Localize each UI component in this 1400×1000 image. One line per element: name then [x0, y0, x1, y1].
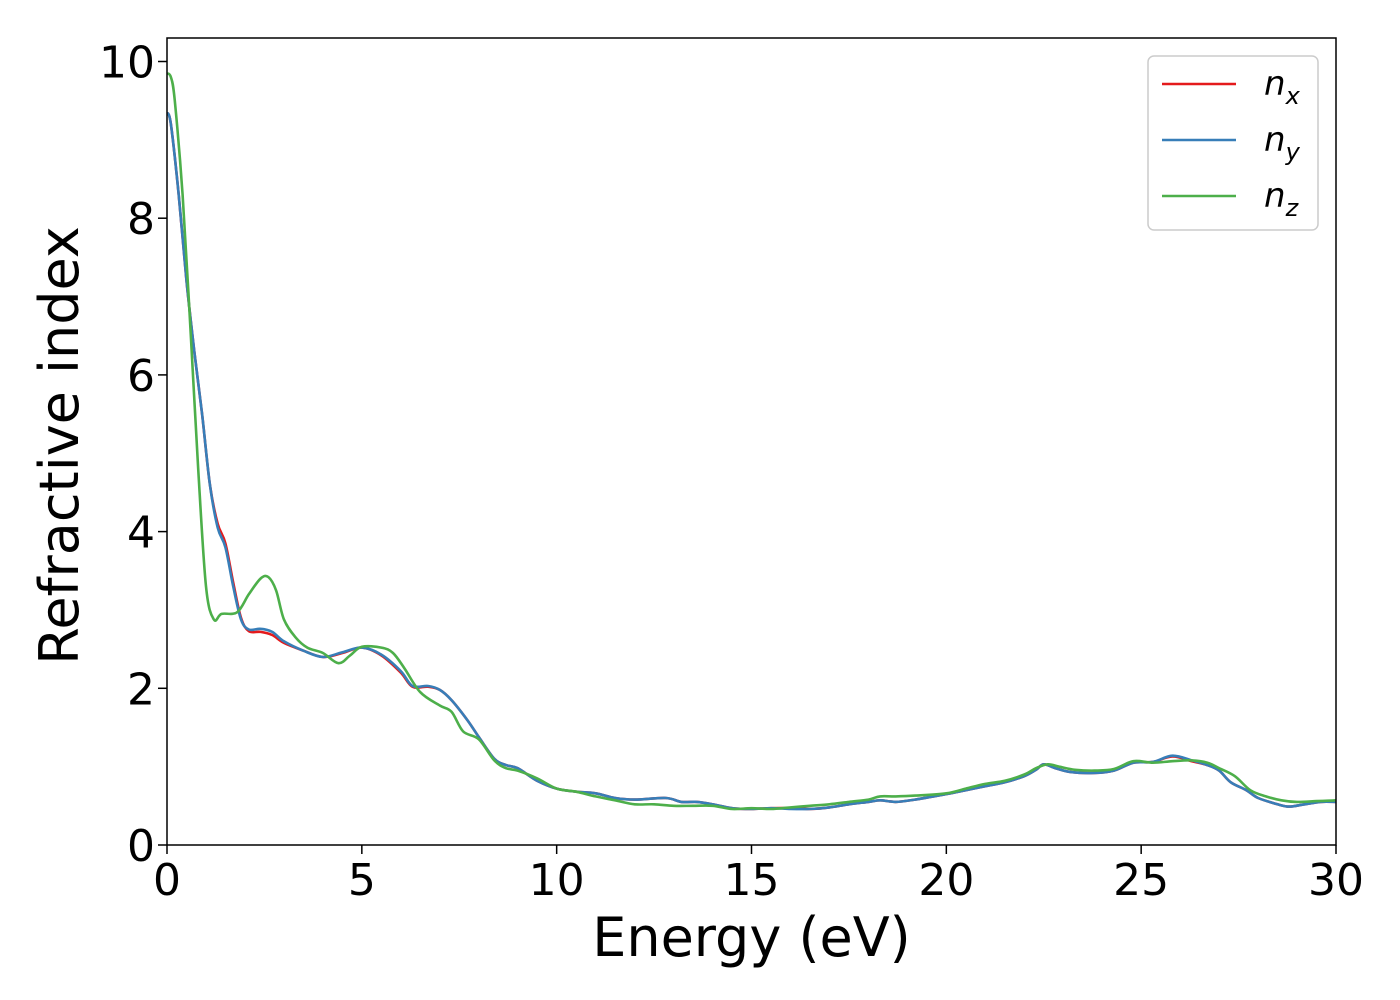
y-axis-title: Refractive index — [28, 226, 91, 665]
legend: nx ny nz — [1147, 55, 1319, 231]
x-tick-label: 20 — [918, 855, 974, 906]
x-axis-title: Energy (eV) — [592, 906, 911, 969]
y-tick-label: 2 — [127, 664, 155, 715]
y-tick-label: 4 — [127, 508, 155, 559]
x-axis-ticks: 0 5 10 15 20 25 30 — [153, 845, 1364, 906]
legend-label-z: nz — [1264, 176, 1300, 222]
series-line-z — [167, 72, 1336, 811]
x-tick-label: 25 — [1113, 855, 1169, 906]
y-tick-label: 8 — [127, 194, 155, 245]
legend-label-x: nx — [1264, 64, 1301, 110]
legend-box — [1147, 55, 1319, 231]
series-curves — [167, 72, 1336, 811]
x-tick-label: 0 — [153, 855, 181, 906]
x-tick-label: 10 — [529, 855, 585, 906]
x-tick-label: 5 — [348, 855, 376, 906]
y-axis-ticks: 0 2 4 6 8 10 — [99, 38, 167, 872]
y-tick-label: 10 — [99, 38, 155, 89]
y-tick-label: 0 — [127, 821, 155, 872]
x-tick-label: 15 — [724, 855, 780, 906]
legend-label-y: ny — [1264, 120, 1301, 166]
y-tick-label: 6 — [127, 351, 155, 402]
x-tick-label: 30 — [1308, 855, 1364, 906]
